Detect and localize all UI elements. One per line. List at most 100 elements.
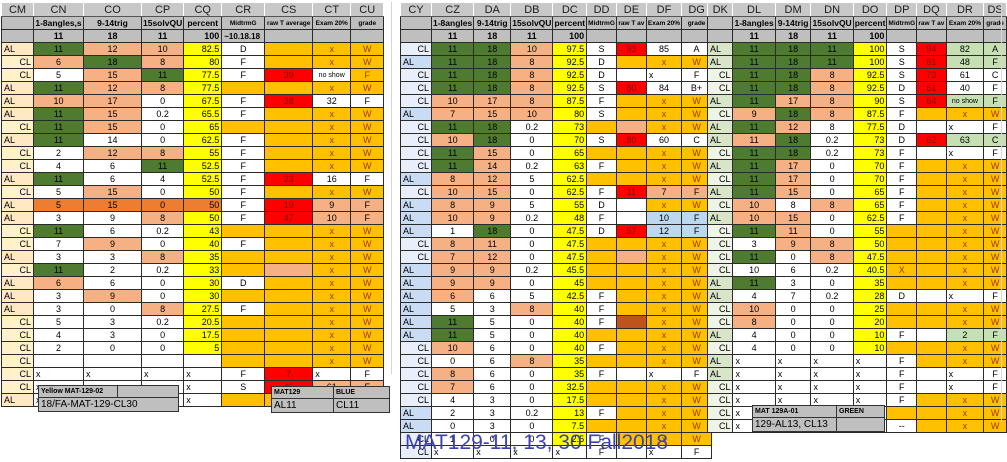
- cell[interactable]: 10: [510, 107, 554, 121]
- cell[interactable]: 3: [473, 406, 512, 420]
- cell[interactable]: 35: [552, 354, 588, 368]
- cell[interactable]: 50: [852, 237, 888, 251]
- header-cell[interactable]: 1-8angles: [430, 16, 475, 30]
- cell[interactable]: 18: [473, 55, 512, 69]
- cell[interactable]: x: [430, 445, 475, 459]
- maxrow-cell[interactable]: 100: [852, 29, 888, 43]
- cell[interactable]: W: [350, 276, 385, 290]
- cell[interactable]: 0: [83, 302, 142, 316]
- cell[interactable]: x: [312, 159, 352, 173]
- cell[interactable]: F: [586, 315, 617, 329]
- cell[interactable]: 40: [552, 315, 588, 329]
- cell[interactable]: x: [645, 198, 683, 212]
- cell[interactable]: x: [945, 159, 985, 173]
- cell[interactable]: no show: [945, 94, 985, 108]
- cell[interactable]: 65: [852, 185, 888, 199]
- row-label[interactable]: CL: [1, 367, 34, 381]
- cell[interactable]: 60: [645, 133, 683, 147]
- cell[interactable]: 18: [473, 68, 512, 82]
- cell[interactable]: 15: [83, 107, 142, 121]
- row-label[interactable]: AL: [1, 133, 34, 147]
- row-label[interactable]: AL: [400, 211, 432, 225]
- cell[interactable]: 2: [430, 406, 475, 420]
- cell[interactable]: x: [645, 380, 683, 394]
- cell[interactable]: 65: [552, 146, 588, 160]
- cell[interactable]: 11: [732, 159, 776, 173]
- row-label[interactable]: CL: [400, 380, 432, 394]
- cell[interactable]: 62.5: [552, 185, 588, 199]
- cell[interactable]: x: [312, 367, 352, 381]
- cell[interactable]: [264, 263, 314, 277]
- row-label[interactable]: CL: [400, 341, 432, 355]
- cell[interactable]: 10: [732, 263, 776, 277]
- cell[interactable]: x: [312, 185, 352, 199]
- cell[interactable]: 5: [510, 289, 554, 303]
- cell[interactable]: 8: [810, 198, 854, 212]
- cell[interactable]: 2: [83, 263, 142, 277]
- cell[interactable]: [886, 406, 918, 420]
- cell[interactable]: F: [350, 367, 385, 381]
- cell[interactable]: 17: [774, 94, 812, 108]
- cell[interactable]: 0: [774, 302, 812, 316]
- cell[interactable]: 11: [430, 81, 475, 95]
- cell[interactable]: x: [945, 211, 985, 225]
- cell[interactable]: 6: [473, 354, 512, 368]
- cell[interactable]: 61: [916, 81, 947, 95]
- cell[interactable]: S: [586, 133, 617, 147]
- cell[interactable]: 40: [552, 302, 588, 316]
- cell[interactable]: x: [645, 445, 683, 459]
- cell[interactable]: 14: [473, 159, 512, 173]
- cell[interactable]: 4: [732, 289, 776, 303]
- cell[interactable]: 64: [916, 94, 947, 108]
- row-label[interactable]: AL: [400, 107, 432, 121]
- cell[interactable]: 5: [510, 172, 554, 186]
- cell[interactable]: [886, 276, 918, 290]
- cell[interactable]: --: [886, 419, 918, 433]
- header-cell[interactable]: Exam 20%: [945, 16, 985, 30]
- cell[interactable]: [886, 341, 918, 355]
- row-label[interactable]: AL: [706, 211, 734, 225]
- row-label[interactable]: AL: [706, 133, 734, 147]
- row-label[interactable]: AL: [400, 198, 432, 212]
- class-box-blue-col1[interactable]: MAT129: [271, 386, 334, 399]
- cell[interactable]: 3: [33, 250, 84, 264]
- cell[interactable]: 5: [510, 198, 554, 212]
- cell[interactable]: x: [645, 328, 683, 342]
- cell[interactable]: x: [945, 276, 985, 290]
- cell[interactable]: 9: [473, 263, 512, 277]
- cell[interactable]: W: [983, 159, 1007, 173]
- cell[interactable]: 94: [916, 42, 947, 56]
- cell[interactable]: 9: [473, 198, 512, 212]
- cell[interactable]: W: [350, 263, 385, 277]
- cell[interactable]: 11: [732, 42, 776, 56]
- cell[interactable]: F: [681, 367, 713, 381]
- cell[interactable]: [916, 198, 947, 212]
- cell[interactable]: S: [586, 107, 617, 121]
- cell[interactable]: [615, 445, 647, 459]
- cell[interactable]: 25: [852, 302, 888, 316]
- cell[interactable]: F: [350, 94, 385, 108]
- cell[interactable]: 63: [552, 159, 588, 173]
- cell[interactable]: F: [886, 380, 918, 394]
- row-label[interactable]: CL: [1, 354, 34, 368]
- header-cell[interactable]: MidtrmG: [221, 16, 266, 30]
- cell[interactable]: 42.5: [552, 289, 588, 303]
- cell[interactable]: 0.2: [810, 133, 854, 147]
- cell[interactable]: [221, 250, 266, 264]
- cell[interactable]: 0.2: [140, 315, 185, 329]
- cell[interactable]: 18: [473, 42, 512, 56]
- cell[interactable]: [586, 263, 617, 277]
- row-label[interactable]: CL: [400, 237, 432, 251]
- cell[interactable]: W: [350, 302, 385, 316]
- cell[interactable]: 80: [552, 107, 588, 121]
- cell[interactable]: x: [312, 302, 352, 316]
- cell[interactable]: 18: [774, 68, 812, 82]
- cell[interactable]: x: [945, 146, 985, 160]
- cell[interactable]: 0: [510, 419, 554, 433]
- cell[interactable]: x: [645, 341, 683, 355]
- cell[interactable]: [916, 380, 947, 394]
- cell[interactable]: x: [852, 367, 888, 381]
- column-header-DN[interactable]: DN: [810, 2, 854, 17]
- cell[interactable]: x: [312, 237, 352, 251]
- row-label[interactable]: AL: [400, 289, 432, 303]
